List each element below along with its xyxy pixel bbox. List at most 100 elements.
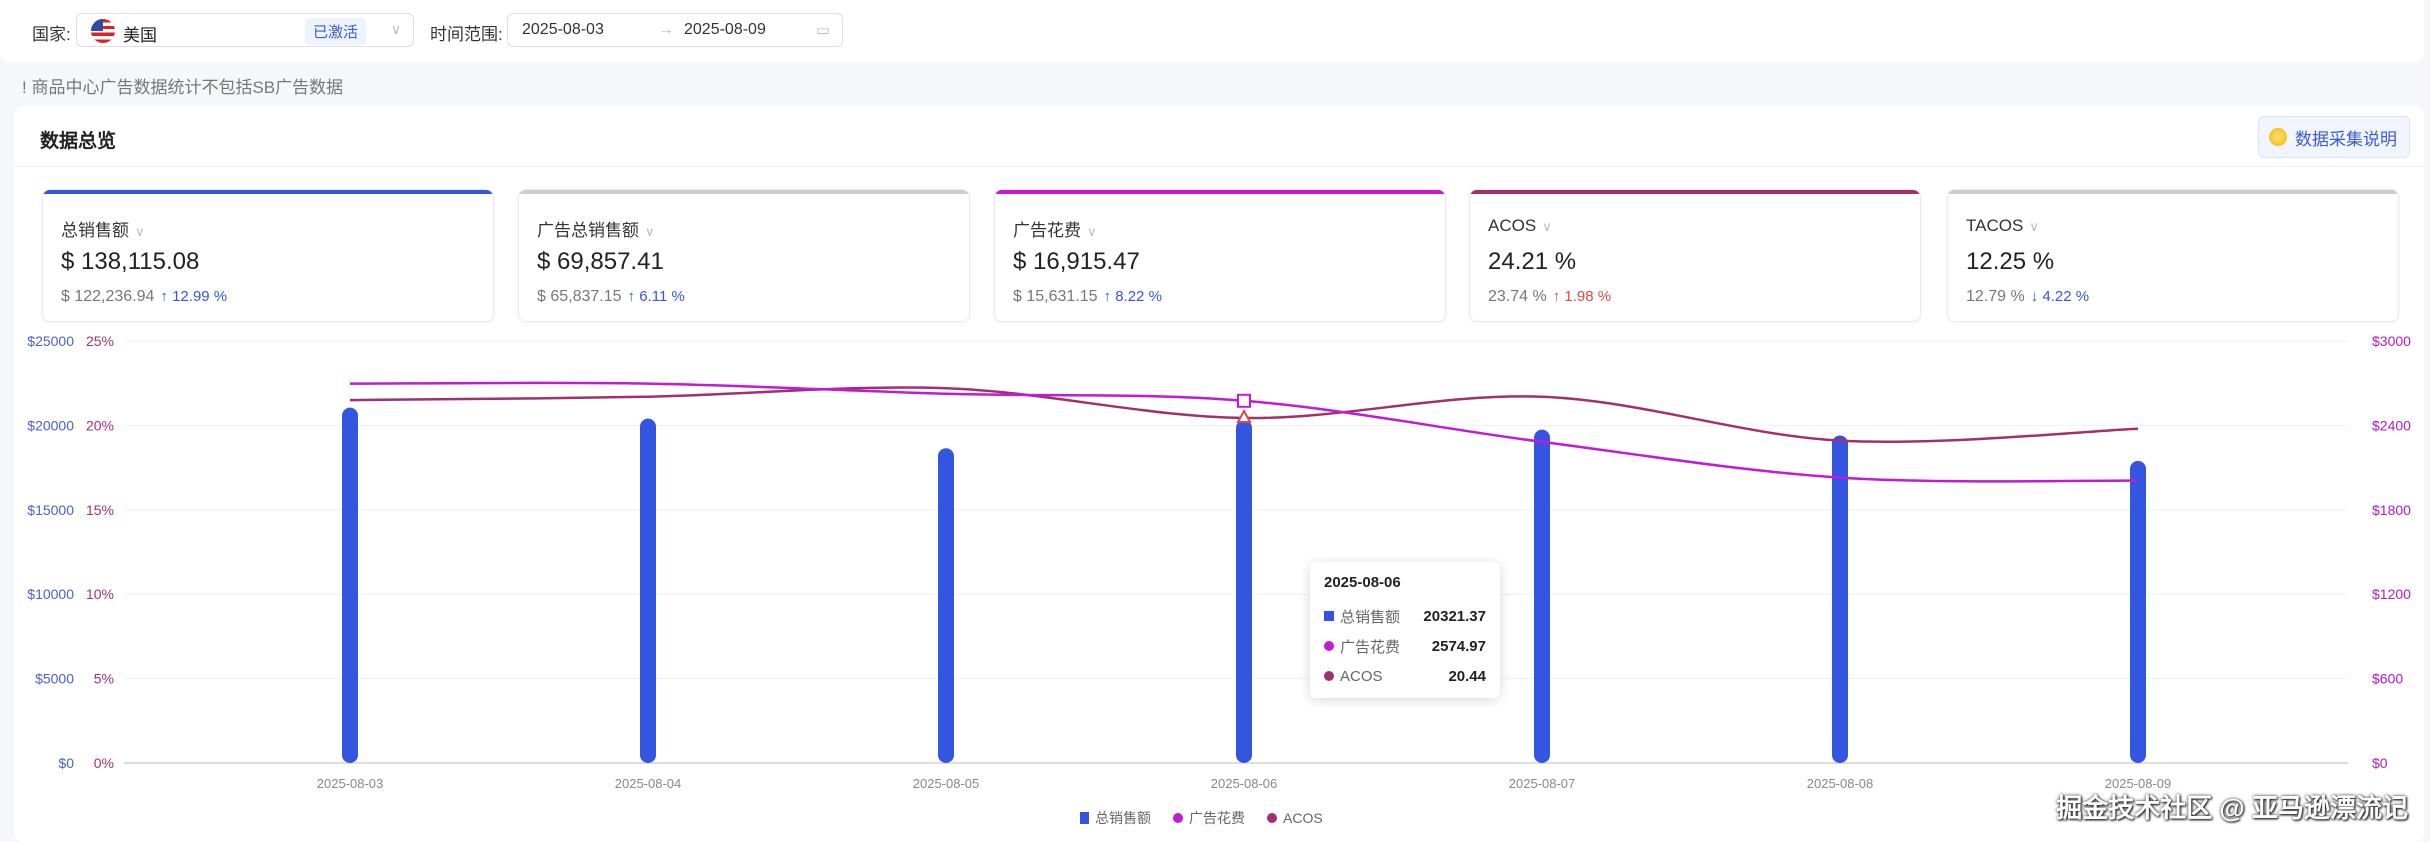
metric-card[interactable]: 广告花费 ∨ $ 16,915.47 $ 15,631.15 ↑ 8.22 % <box>994 189 1446 322</box>
metric-value: 24.21 % <box>1488 248 1577 275</box>
metric-name-dropdown[interactable]: 广告花费 ∨ <box>1013 221 1097 240</box>
bar-total-sales <box>1832 435 1848 763</box>
metric-previous: $ 122,236.94 ↑ 12.99 % <box>61 288 228 305</box>
left-tick-label: $25000 <box>27 333 74 349</box>
bar-total-sales <box>1236 419 1252 763</box>
metric-card[interactable]: TACOS ∨ 12.25 % 12.79 % ↓ 4.22 % <box>1947 189 2399 322</box>
range-label: 时间范围: <box>430 25 503 44</box>
arrow-up-icon: ↑ <box>1103 288 1112 305</box>
data-collection-help-button[interactable]: 数据采集说明 <box>2258 116 2410 158</box>
tooltip-row: 总销售额 20321.37 <box>1324 601 1486 631</box>
percent-tick-label: 20% <box>86 417 114 433</box>
bar-total-sales <box>938 448 954 763</box>
arrow-up-icon: ↑ <box>1552 288 1561 305</box>
metric-previous: 23.74 % ↑ 1.98 % <box>1488 288 1612 305</box>
x-tick-label: 2025-08-06 <box>1211 776 1278 791</box>
start-date[interactable]: 2025-08-03 <box>522 21 604 38</box>
metric-value: 12.25 % <box>1966 248 2055 275</box>
metric-previous: $ 15,631.15 ↑ 8.22 % <box>1013 288 1162 305</box>
end-date[interactable]: 2025-08-09 <box>684 21 766 38</box>
percent-tick-label: 10% <box>86 586 114 602</box>
help-label: 数据采集说明 <box>2295 129 2397 149</box>
left-tick-label: $15000 <box>27 502 74 518</box>
tooltip-value: 20321.37 <box>1423 607 1486 625</box>
percent-tick-label: 15% <box>86 502 114 518</box>
tooltip-value: 2574.97 <box>1431 637 1486 655</box>
card-accent <box>43 190 493 194</box>
chart-tooltip: 2025-08-06 总销售额 20321.37 广告花费 2574.97 ACOS… <box>1310 562 1500 698</box>
metric-card[interactable]: ACOS ∨ 24.21 % 23.74 % ↑ 1.98 % <box>1469 189 1921 322</box>
bar-total-sales <box>640 418 656 763</box>
arrow-down-icon: ↓ <box>2030 288 2039 305</box>
right-tick-label: $0 <box>2372 755 2388 771</box>
range-arrow-icon: → <box>658 21 674 38</box>
metric-name-dropdown[interactable]: 广告总销售额 ∨ <box>537 221 655 240</box>
tooltip-value: 20.44 <box>1448 667 1486 685</box>
left-tick-label: $0 <box>58 755 74 771</box>
chevron-down-icon: ∨ <box>1542 219 1552 234</box>
change-indicator: ↑ 8.22 % <box>1103 288 1162 305</box>
change-indicator: ↑ 12.99 % <box>160 288 228 305</box>
country-value: 美国 <box>123 26 157 45</box>
card-accent <box>1948 190 2398 194</box>
divider <box>14 166 2424 167</box>
country-label: 国家: <box>32 25 71 44</box>
legend-item-ad-spend[interactable]: 广告花费 <box>1173 808 1245 828</box>
right-tick-label: $3000 <box>2372 333 2411 349</box>
bar-total-sales <box>2130 460 2146 763</box>
card-accent <box>1470 190 1920 194</box>
tooltip-label: 总销售额 <box>1340 608 1401 626</box>
x-tick-label: 2025-08-04 <box>615 776 682 791</box>
change-indicator: ↑ 1.98 % <box>1552 288 1612 305</box>
metric-name-dropdown[interactable]: TACOS ∨ <box>1966 216 2039 235</box>
status-badge: 已激活 <box>305 18 367 45</box>
filter-bar: 国家: 美国 已激活 ∨ 时间范围: 2025-08-03 → 2025-08-… <box>0 0 2424 62</box>
right-tick-label: $2400 <box>2372 417 2411 433</box>
right-tick-label: $1200 <box>2372 586 2411 602</box>
change-indicator: ↓ 4.22 % <box>2030 288 2090 305</box>
change-indicator: ↑ 6.11 % <box>627 288 685 305</box>
metric-previous: $ 65,837.15 ↑ 6.11 % <box>537 288 685 305</box>
x-tick-label: 2025-08-09 <box>2105 776 2172 791</box>
metric-card[interactable]: 总销售额 ∨ $ 138,115.08 $ 122,236.94 ↑ 12.99 % <box>42 189 494 322</box>
right-tick-label: $600 <box>2372 671 2403 687</box>
chart-legend: 总销售额 广告花费 ACOS <box>1080 808 1323 828</box>
metric-name-dropdown[interactable]: 总销售额 ∨ <box>61 221 145 240</box>
legend-item-total-sales[interactable]: 总销售额 <box>1080 808 1151 828</box>
right-tick-label: $1800 <box>2372 502 2411 518</box>
left-tick-label: $20000 <box>27 417 74 433</box>
chevron-down-icon: ∨ <box>135 224 145 239</box>
x-tick-label: 2025-08-05 <box>913 776 980 791</box>
lightbulb-icon <box>2269 128 2287 146</box>
metric-value: $ 69,857.41 <box>537 248 664 275</box>
chevron-down-icon: ∨ <box>390 21 401 37</box>
chevron-down-icon: ∨ <box>1087 224 1097 239</box>
arrow-up-icon: ↑ <box>627 288 636 305</box>
us-flag-icon <box>91 19 115 43</box>
tooltip-row: 广告花费 2574.97 <box>1324 631 1486 661</box>
x-tick-label: 2025-08-08 <box>1807 776 1874 791</box>
bar-total-sales <box>1534 429 1550 763</box>
country-select[interactable]: 美国 已激活 ∨ <box>76 13 414 47</box>
notice-text: ! 商品中心广告数据统计不包括SB广告数据 <box>22 78 344 97</box>
acos-point-marker <box>1236 408 1252 423</box>
date-range-picker[interactable]: 2025-08-03 → 2025-08-09 ▭ <box>507 13 843 47</box>
page-title: 数据总览 <box>40 131 117 152</box>
metric-name-dropdown[interactable]: ACOS ∨ <box>1488 216 1552 235</box>
percent-tick-label: 25% <box>86 333 114 349</box>
tooltip-label: ACOS <box>1340 667 1383 685</box>
metric-card[interactable]: 广告总销售额 ∨ $ 69,857.41 $ 65,837.15 ↑ 6.11 % <box>518 189 970 322</box>
watermark: 掘金技术社区 @ 亚马逊漂流记 <box>2056 793 2408 823</box>
percent-tick-label: 0% <box>94 755 114 771</box>
left-tick-label: $10000 <box>27 586 74 602</box>
x-tick-label: 2025-08-03 <box>317 776 384 791</box>
metric-value: $ 138,115.08 <box>61 248 200 275</box>
bar-total-sales <box>342 407 358 763</box>
legend-item-acos[interactable]: ACOS <box>1267 808 1323 828</box>
card-accent <box>519 190 969 194</box>
tooltip-row: ACOS 20.44 <box>1324 661 1486 691</box>
tooltip-date: 2025-08-06 <box>1324 574 1401 591</box>
arrow-up-icon: ↑ <box>160 288 168 305</box>
tooltip-label: 广告花费 <box>1340 638 1401 656</box>
